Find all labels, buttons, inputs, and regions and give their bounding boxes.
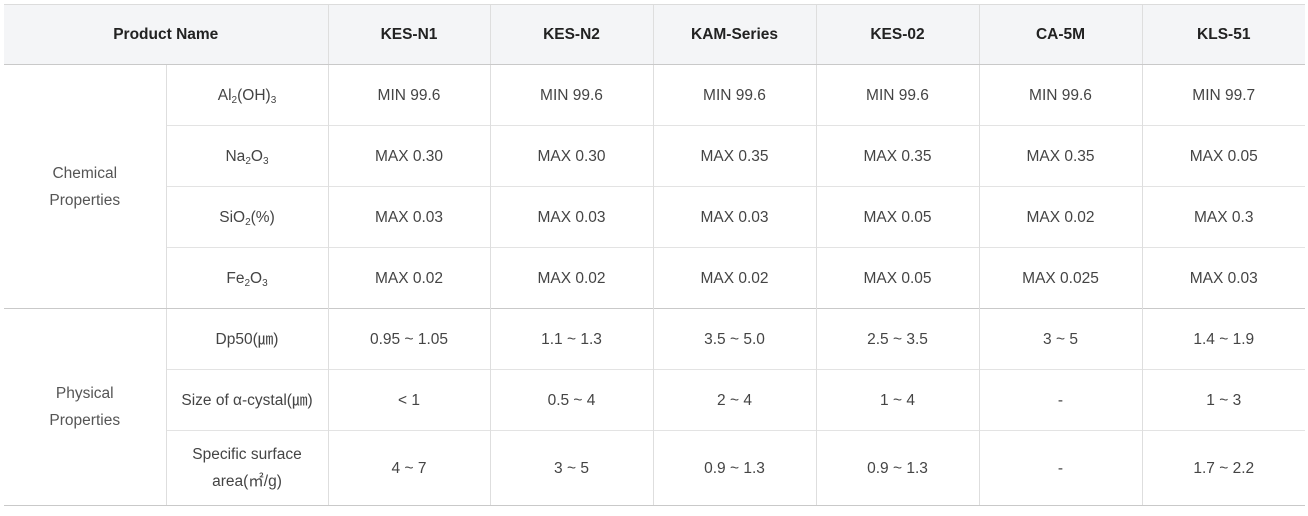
table-cell: MIN 99.6 — [978, 64, 1142, 126]
group-label-line: Properties — [49, 191, 121, 209]
property-label-line: area(㎡/g) — [212, 473, 282, 490]
product-header-kes-n1: KES-N1 — [327, 4, 490, 65]
product-header-kls-51: KLS-51 — [1141, 4, 1305, 65]
group-label-line: Properties — [49, 412, 121, 429]
product-spec-table: Product Name KES-N1 KES-N2 KAM-Series KE… — [4, 4, 1305, 506]
table-row: Size of α-cystal(㎛) < 1 0.5 ~ 4 2 ~ 4 1 … — [4, 369, 1305, 431]
table-cell: MAX 0.03 — [489, 186, 653, 248]
product-header-kes-n2: KES-N2 — [489, 4, 653, 65]
table-cell: MAX 0.30 — [327, 125, 490, 187]
product-header-kes-02: KES-02 — [815, 4, 979, 65]
table-cell: MIN 99.6 — [652, 64, 816, 126]
property-label: Fe2O3 — [165, 247, 328, 309]
table-cell: MAX 0.05 — [815, 186, 979, 248]
table-cell: 2.5 ~ 3.5 — [815, 308, 979, 370]
table-cell: MIN 99.6 — [815, 64, 979, 126]
table-cell: 1.4 ~ 1.9 — [1141, 308, 1305, 370]
table-cell: < 1 — [327, 369, 490, 431]
property-label-line: Specific surface — [192, 446, 302, 463]
product-header-kam-series: KAM-Series — [652, 4, 816, 65]
table-cell: MAX 0.025 — [978, 247, 1142, 309]
table-cell: MIN 99.6 — [489, 64, 653, 126]
table-cell: MIN 99.6 — [327, 64, 490, 126]
table-row: Specific surface area(㎡/g) 4 ~ 7 3 ~ 5 0… — [4, 430, 1305, 506]
table-cell: MAX 0.03 — [1141, 247, 1305, 309]
table-cell: MAX 0.03 — [327, 186, 490, 248]
table-cell: MAX 0.05 — [815, 247, 979, 309]
table-cell: 3 ~ 5 — [489, 430, 653, 506]
table-cell: MAX 0.02 — [327, 247, 490, 309]
table-cell: MIN 99.7 — [1141, 64, 1305, 126]
table-cell: - — [978, 430, 1142, 506]
table-cell: 3.5 ~ 5.0 — [652, 308, 816, 370]
property-label: Specific surface area(㎡/g) — [165, 430, 328, 506]
table-cell: 4 ~ 7 — [327, 430, 490, 506]
table-cell: 0.9 ~ 1.3 — [652, 430, 816, 506]
table-cell: MAX 0.35 — [815, 125, 979, 187]
table-row: Physical Properties Dp50(㎛) 0.95 ~ 1.05 … — [4, 308, 1305, 506]
table-cell: 0.5 ~ 4 — [489, 369, 653, 431]
table-cell: 1 ~ 3 — [1141, 369, 1305, 431]
table-cell: 3 ~ 5 — [978, 308, 1142, 370]
table-cell: 1 ~ 4 — [815, 369, 979, 431]
group-label-line: Chemical — [52, 164, 118, 182]
table-cell: MAX 0.02 — [652, 247, 816, 309]
product-name-header: Product Name — [4, 4, 328, 65]
table-cell: MAX 0.3 — [1141, 186, 1305, 248]
table-cell: MAX 0.30 — [489, 125, 653, 187]
property-label: SiO2(%) — [165, 186, 328, 248]
property-label: Dp50(㎛) — [165, 308, 328, 370]
table-row: Na2O3 MAX 0.30 MAX 0.30 MAX 0.35 MAX 0.3… — [4, 125, 1305, 187]
table-cell: MAX 0.35 — [652, 125, 816, 187]
property-label: Al2(OH)3 — [165, 64, 328, 126]
table-cell: MAX 0.35 — [978, 125, 1142, 187]
table-cell: MAX 0.05 — [1141, 125, 1305, 187]
table-cell: 0.95 ~ 1.05 — [327, 308, 490, 370]
property-label: Size of α-cystal(㎛) — [165, 369, 328, 431]
table-row: Fe2O3 MAX 0.02 MAX 0.02 MAX 0.02 MAX 0.0… — [4, 247, 1305, 309]
table-cell: MAX 0.02 — [978, 186, 1142, 248]
table-cell: 2 ~ 4 — [652, 369, 816, 431]
header-row: Product Name KES-N1 KES-N2 KAM-Series KE… — [4, 4, 1305, 65]
table-cell: - — [978, 369, 1142, 431]
table-cell: MAX 0.03 — [652, 186, 816, 248]
table-cell: 0.9 ~ 1.3 — [815, 430, 979, 506]
table-cell: 1.7 ~ 2.2 — [1141, 430, 1305, 506]
table-cell: MAX 0.02 — [489, 247, 653, 309]
product-header-ca-5m: CA-5M — [978, 4, 1142, 65]
table-cell: 1.1 ~ 1.3 — [489, 308, 653, 370]
group-label-chemical: Chemical Properties — [4, 64, 166, 309]
table-row: SiO2(%) MAX 0.03 MAX 0.03 MAX 0.03 MAX 0… — [4, 186, 1305, 248]
property-label: Na2O3 — [165, 125, 328, 187]
group-label-physical: Physical Properties — [4, 308, 166, 506]
table-row: Chemical Properties Al2(OH)3 MIN 99.6 MI… — [4, 64, 1305, 309]
group-label-line: Physical — [55, 385, 114, 402]
